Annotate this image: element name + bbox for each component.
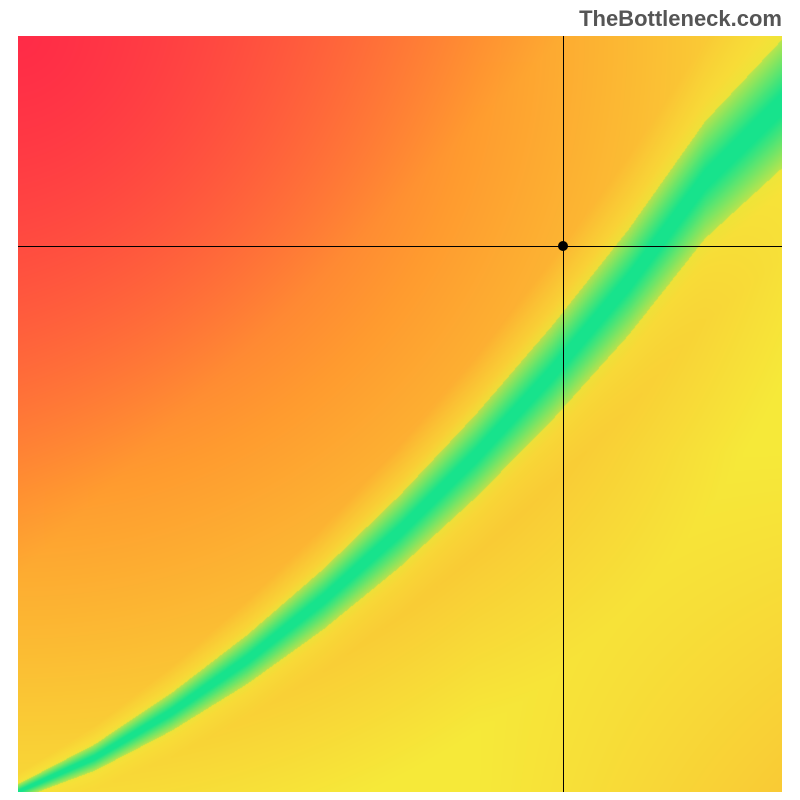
crosshair-horizontal	[18, 246, 782, 247]
selection-marker	[558, 241, 568, 251]
crosshair-vertical	[563, 36, 564, 792]
watermark-text: TheBottleneck.com	[579, 6, 782, 32]
heatmap-canvas	[18, 36, 782, 792]
bottleneck-heatmap	[18, 36, 782, 792]
